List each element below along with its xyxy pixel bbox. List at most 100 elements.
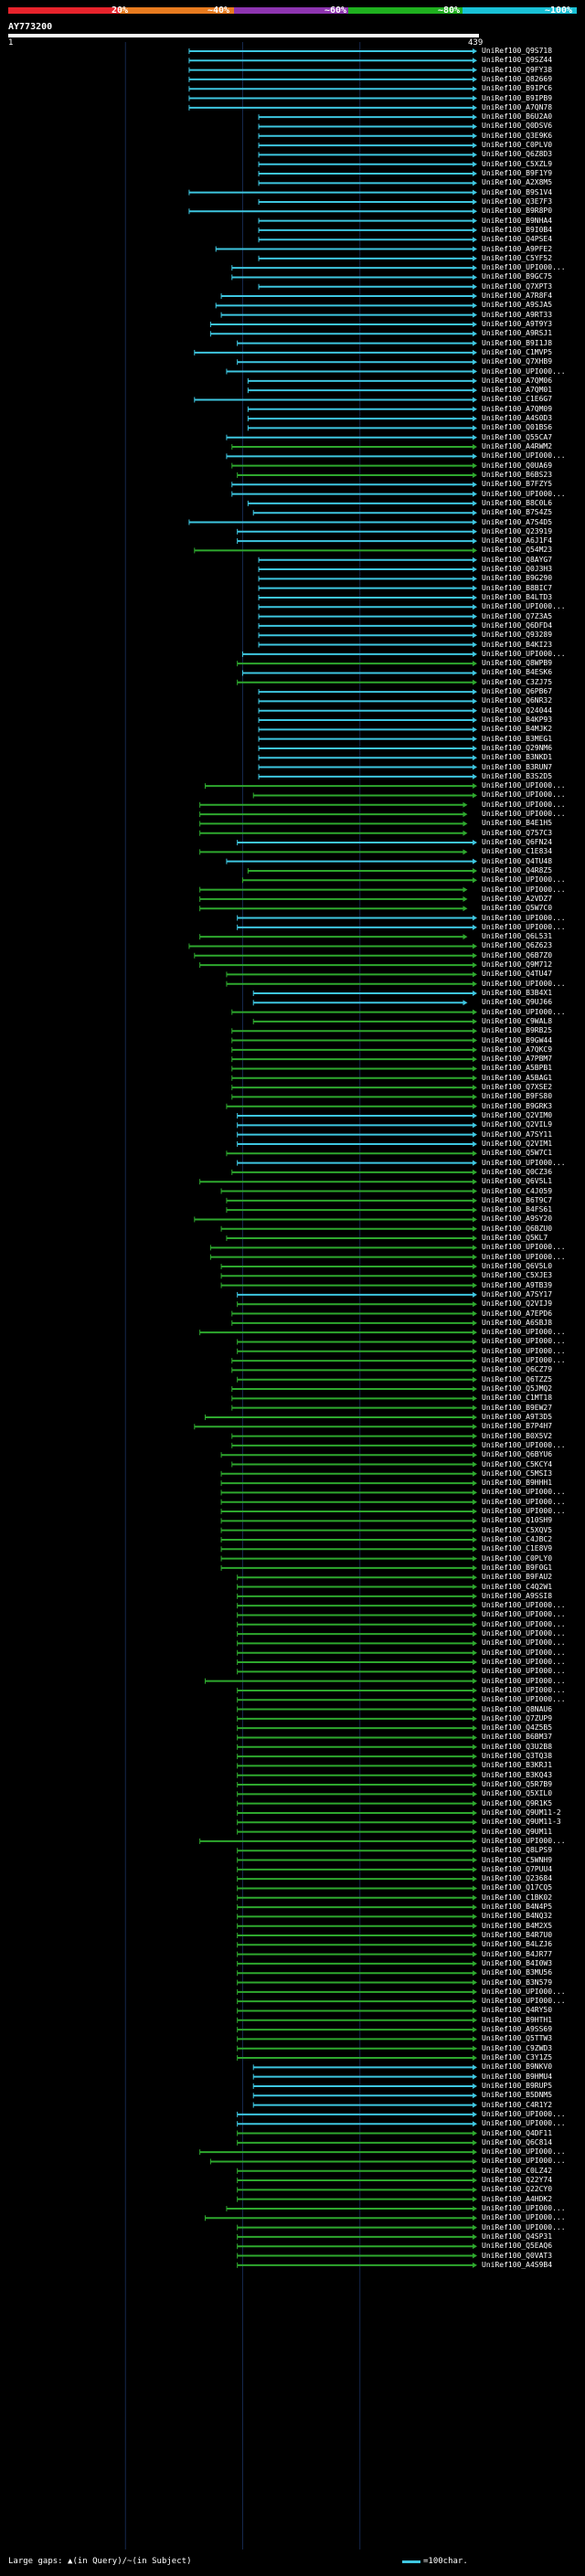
hit-label[interactable]: UniRef100_UPI000... <box>482 979 566 988</box>
hit-label[interactable]: UniRef100_B4N4P5 <box>482 1903 553 1912</box>
hit-label[interactable]: UniRef100_UPI000... <box>482 1337 566 1346</box>
hit-label[interactable]: UniRef100_Q0DSV6 <box>482 122 553 131</box>
hit-label[interactable]: UniRef100_UPI000... <box>482 1158 566 1167</box>
hit-label[interactable]: UniRef100_UPI000... <box>482 1685 566 1694</box>
hit-label[interactable]: UniRef100_A9RSJ1 <box>482 329 553 338</box>
hit-label[interactable]: UniRef100_Q3U2B8 <box>482 1742 553 1751</box>
hit-label[interactable]: UniRef100_C4Q2W1 <box>482 1582 553 1591</box>
hit-label[interactable]: UniRef100_Q22Y74 <box>482 2176 553 2185</box>
hit-label[interactable]: UniRef100_UPI000... <box>482 366 566 376</box>
hit-label[interactable]: UniRef100_UPI000... <box>482 2222 566 2231</box>
hit-label[interactable]: UniRef100_Q10SH9 <box>482 1516 553 1525</box>
hit-label[interactable]: UniRef100_B9I0B4 <box>482 225 553 234</box>
hit-label[interactable]: UniRef100_Q8AYG7 <box>482 555 553 564</box>
hit-label[interactable]: UniRef100_Q2VIJ9 <box>482 1299 553 1309</box>
hit-label[interactable]: UniRef100_C1BK02 <box>482 1892 553 1902</box>
hit-label[interactable]: UniRef100_A2X8M5 <box>482 178 553 187</box>
hit-label[interactable]: UniRef100_Q3TQ38 <box>482 1752 553 1761</box>
hit-label[interactable]: UniRef100_Q5TTW3 <box>482 2034 553 2043</box>
hit-label[interactable]: UniRef100_B3N579 <box>482 1977 553 1987</box>
hit-label[interactable]: UniRef100_Q6PB67 <box>482 687 553 696</box>
hit-label[interactable]: UniRef100_Q5KL7 <box>482 1234 548 1243</box>
hit-label[interactable]: UniRef100_UPI000... <box>482 1356 566 1365</box>
hit-label[interactable]: UniRef100_Q3E9K6 <box>482 131 553 140</box>
hit-label[interactable]: UniRef100_Q9UJ66 <box>482 998 553 1007</box>
hit-label[interactable]: UniRef100_A7SY17 <box>482 1289 553 1299</box>
hit-label[interactable]: UniRef100_B6BS23 <box>482 470 553 479</box>
hit-label[interactable]: UniRef100_A9SJA5 <box>482 301 553 310</box>
hit-label[interactable]: UniRef100_Q8LPS9 <box>482 1846 553 1855</box>
hit-label[interactable]: UniRef100_A7PBM7 <box>482 1055 553 1064</box>
hit-label[interactable]: UniRef100_B4LTD3 <box>482 592 553 601</box>
hit-label[interactable]: UniRef100_B3B4X1 <box>482 989 553 997</box>
hit-label[interactable]: UniRef100_A9SS69 <box>482 2025 553 2034</box>
hit-label[interactable]: UniRef100_Q6C814 <box>482 2137 553 2147</box>
hit-label[interactable]: UniRef100_C9WAL8 <box>482 1016 553 1025</box>
hit-label[interactable]: UniRef100_B4KP93 <box>482 716 553 724</box>
hit-label[interactable]: UniRef100_UPI000... <box>482 1836 566 1845</box>
hit-label[interactable]: UniRef100_C0PLV0 <box>482 141 553 150</box>
hit-label[interactable]: UniRef100_B9F0G1 <box>482 1563 553 1572</box>
hit-label[interactable]: UniRef100_B9R8P0 <box>482 207 553 216</box>
hit-label[interactable]: UniRef100_A9PFE2 <box>482 244 553 253</box>
hit-label[interactable]: UniRef100_C5XJE3 <box>482 1271 553 1280</box>
hit-label[interactable]: UniRef100_UPI000... <box>482 2109 566 2118</box>
hit-label[interactable]: UniRef100_A9SY20 <box>482 1214 553 1224</box>
hit-label[interactable]: UniRef100_C3ZJ75 <box>482 677 553 686</box>
hit-label[interactable]: UniRef100_UPI000... <box>482 1488 566 1497</box>
hit-label[interactable]: UniRef100_Q5W7C1 <box>482 1149 553 1158</box>
hit-label[interactable]: UniRef100_A4S0D3 <box>482 414 553 423</box>
hit-label[interactable]: UniRef100_Q4TU47 <box>482 970 553 979</box>
hit-label[interactable]: UniRef100_Q17CQ5 <box>482 1883 553 1892</box>
hit-label[interactable]: UniRef100_C4J059 <box>482 1186 553 1195</box>
hit-label[interactable]: UniRef100_UPI000... <box>482 602 566 611</box>
hit-label[interactable]: UniRef100_B9HTH1 <box>482 2015 553 2024</box>
hit-label[interactable]: UniRef100_UPI000... <box>482 649 566 658</box>
hit-label[interactable]: UniRef100_C3Y1Z5 <box>482 2053 553 2062</box>
hit-label[interactable]: UniRef100_UPI000... <box>482 2147 566 2157</box>
hit-label[interactable]: UniRef100_UPI000... <box>482 1497 566 1506</box>
hit-label[interactable]: UniRef100_B9RUP5 <box>482 2081 553 2090</box>
hit-label[interactable]: UniRef100_B9S1V4 <box>482 187 553 196</box>
hit-label[interactable]: UniRef100_A9TB39 <box>482 1280 553 1289</box>
hit-label[interactable]: UniRef100_Q7XSE2 <box>482 1083 553 1092</box>
hit-label[interactable]: UniRef100_Q4DF11 <box>482 2128 553 2137</box>
hit-label[interactable]: UniRef100_B9GC75 <box>482 272 553 281</box>
hit-label[interactable]: UniRef100_UPI000... <box>482 875 566 885</box>
hit-label[interactable]: UniRef100_C5WNH9 <box>482 1855 553 1864</box>
hit-label[interactable]: UniRef100_C4JBC2 <box>482 1534 553 1543</box>
hit-label[interactable]: UniRef100_Q0VAT3 <box>482 2251 553 2260</box>
hit-label[interactable]: UniRef100_UPI000... <box>482 1328 566 1337</box>
hit-label[interactable]: UniRef100_B9GW44 <box>482 1035 553 1044</box>
hit-label[interactable]: UniRef100_B9NHA4 <box>482 216 553 225</box>
hit-label[interactable]: UniRef100_B4E1H5 <box>482 819 553 828</box>
hit-label[interactable]: UniRef100_B6U2A0 <box>482 112 553 122</box>
hit-label[interactable]: UniRef100_Q0J3H3 <box>482 565 553 574</box>
hit-label[interactable]: UniRef100_UPI000... <box>482 1601 566 1610</box>
hit-label[interactable]: UniRef100_UPI000... <box>482 1997 566 2006</box>
hit-label[interactable]: UniRef100_A4S9B4 <box>482 2260 553 2269</box>
hit-label[interactable]: UniRef100_A9T9Y3 <box>482 319 553 328</box>
hit-label[interactable]: UniRef100_C5XZL9 <box>482 159 553 168</box>
hit-label[interactable]: UniRef100_Q9R1K5 <box>482 1798 553 1807</box>
hit-label[interactable]: UniRef100_A6SBJ8 <box>482 1318 553 1327</box>
hit-label[interactable]: UniRef100_Q4R8Z5 <box>482 865 553 875</box>
hit-label[interactable]: UniRef100_B4NQ32 <box>482 1912 553 1921</box>
hit-label[interactable]: UniRef100_A7EPD6 <box>482 1309 553 1318</box>
hit-label[interactable]: UniRef100_C5YF52 <box>482 253 553 262</box>
hit-label[interactable]: UniRef100_UPI000... <box>482 913 566 922</box>
hit-label[interactable]: UniRef100_C0PLY0 <box>482 1553 553 1563</box>
hit-label[interactable]: UniRef100_UPI000... <box>482 263 566 272</box>
hit-label[interactable]: UniRef100_A7QM06 <box>482 376 553 385</box>
hit-label[interactable]: UniRef100_Q6TZZ5 <box>482 1374 553 1383</box>
hit-label[interactable]: UniRef100_Q5EAQ6 <box>482 2242 553 2251</box>
hit-label[interactable]: UniRef100_UPI000... <box>482 1676 566 1685</box>
hit-label[interactable]: UniRef100_A5BPB1 <box>482 1064 553 1073</box>
hit-label[interactable]: UniRef100_Q0CZ36 <box>482 1167 553 1176</box>
hit-label[interactable]: UniRef100_Q8NAU6 <box>482 1704 553 1713</box>
hit-label[interactable]: UniRef100_UPI000... <box>482 800 566 809</box>
hit-label[interactable]: UniRef100_B7S4Z5 <box>482 508 553 517</box>
hit-label[interactable]: UniRef100_A7SY11 <box>482 1129 553 1139</box>
hit-label[interactable]: UniRef100_Q6DFD4 <box>482 620 553 630</box>
hit-label[interactable]: UniRef100_UPI000... <box>482 1658 566 1666</box>
